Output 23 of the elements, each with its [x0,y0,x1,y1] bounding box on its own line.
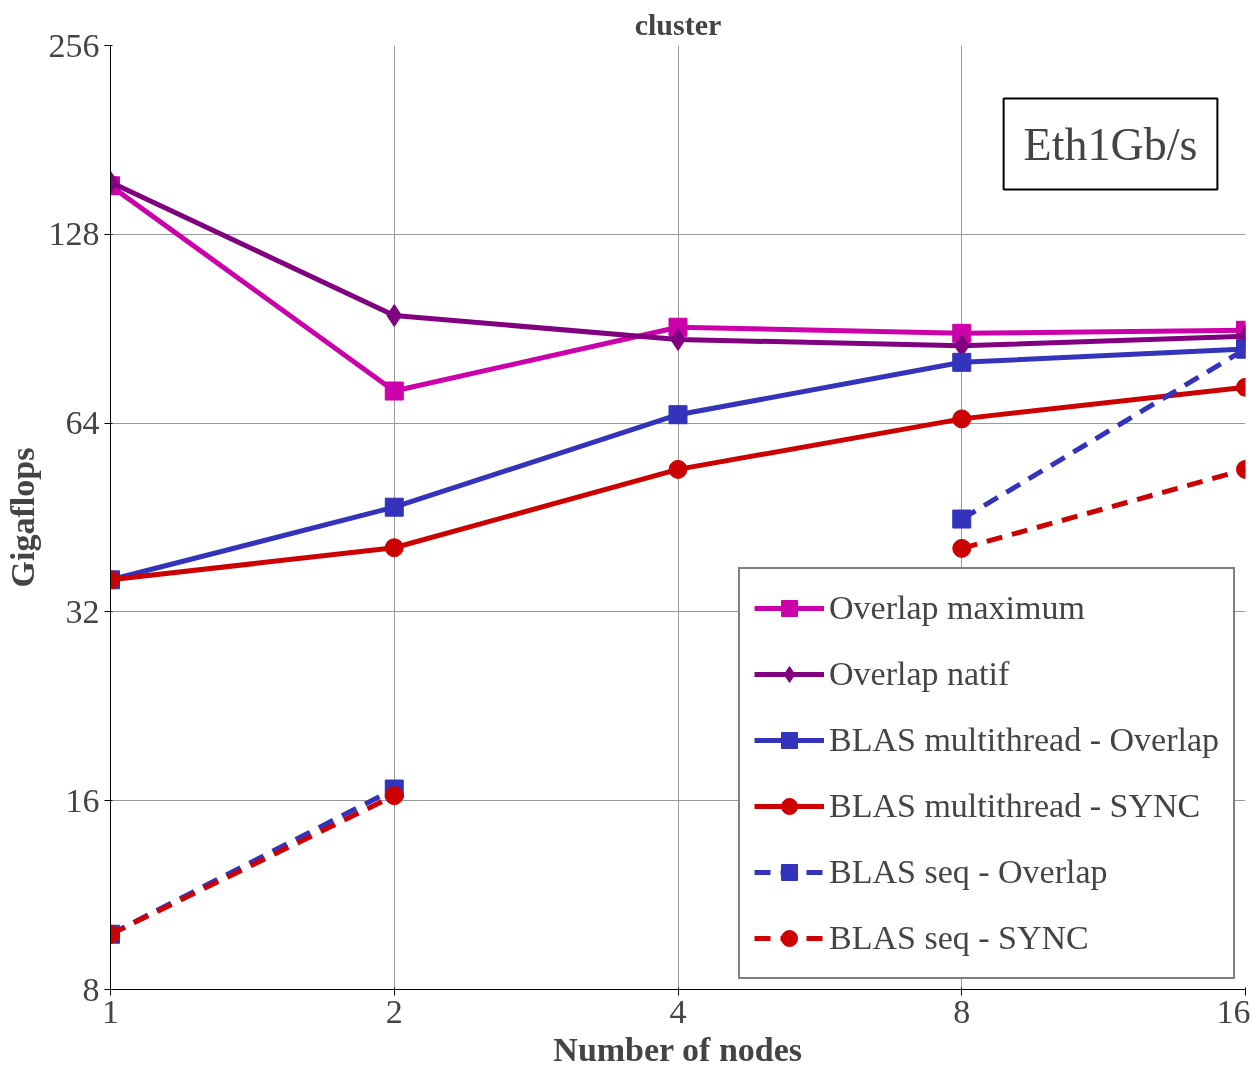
legend-label: BLAS seq - Overlap [829,852,1108,892]
x-tick-label: 16 [1216,992,1251,1030]
legend-label: BLAS multithread - SYNC [829,786,1201,826]
legend-label: Overlap maximum [829,588,1085,628]
legend-label: Overlap natif [829,654,1010,694]
point [668,405,688,425]
point [386,304,403,328]
y-tick-label: 32 [65,592,100,630]
legend-label: BLAS multithread - Overlap [829,720,1219,760]
x-tick-label: 8 [953,992,971,1030]
x-tick-label: 2 [385,992,403,1030]
y-tick-label: 128 [48,215,100,253]
y-tick-label: 64 [65,404,100,442]
point [668,459,688,479]
x-tick-label: 1 [102,992,119,1030]
annotation: Eth1Gb/s [1023,118,1198,170]
x-axis-title: Number of nodes [553,1030,803,1068]
y-axis-title: Gigaflops [3,447,41,588]
y-tick-label: 16 [65,781,100,819]
y-tick-label: 256 [48,26,100,64]
legend-label: BLAS seq - SYNC [829,918,1089,958]
chart-title: cluster [634,7,722,41]
x-tick-label: 4 [669,992,687,1030]
